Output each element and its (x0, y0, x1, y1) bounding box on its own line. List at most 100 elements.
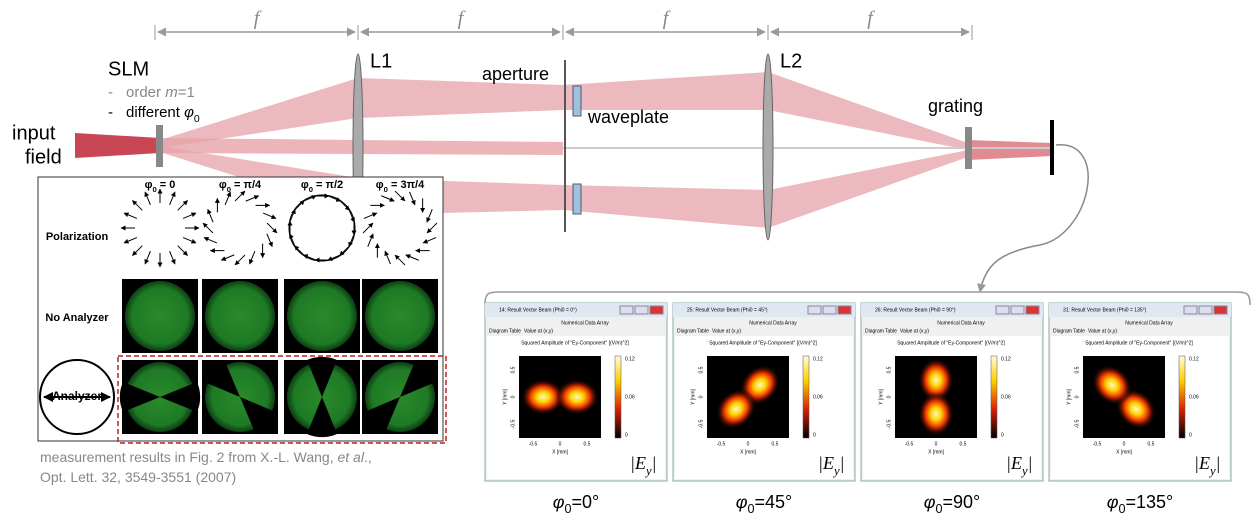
label: φ0 = 0 (145, 179, 176, 194)
polarization-arrow (362, 222, 374, 234)
label: 0.5 (510, 366, 516, 373)
polarization-arrow (303, 195, 317, 202)
label: 0.06 (1189, 394, 1199, 400)
beam-image (365, 281, 435, 351)
label: -0.5 (717, 441, 726, 447)
window-button[interactable] (837, 305, 852, 315)
label: Opt. Lett. 32, 3549-3551 (2007) (40, 469, 236, 485)
tab[interactable]: Diagram (677, 328, 696, 334)
polarization-arrow (384, 250, 391, 265)
text-part: φ (301, 179, 309, 191)
text-part: ., (364, 449, 372, 465)
label: X [mm] (1116, 449, 1132, 455)
lobe (1091, 364, 1133, 406)
analyzer-dark (119, 382, 201, 412)
label: X [mm] (928, 449, 944, 455)
tab[interactable]: Value at (x,y) (1088, 328, 1117, 334)
label: L1 (370, 50, 392, 72)
label: 0.5 (1148, 441, 1155, 447)
polarization-arrow (203, 236, 218, 244)
text-part: measurement results in Fig. 2 from X.-L.… (40, 449, 337, 465)
window-button[interactable] (1213, 305, 1228, 315)
polarization-arrow (422, 237, 437, 244)
text-part: =0° (572, 492, 600, 512)
polarization-arrow (182, 212, 197, 219)
window-button[interactable] (1198, 305, 1213, 315)
lobes (1091, 364, 1157, 430)
polarization-arrow (177, 200, 188, 211)
label: 0 (1123, 441, 1126, 447)
window-button[interactable] (1025, 305, 1040, 315)
tab[interactable]: Table (1073, 328, 1085, 334)
text-part: 0 (565, 502, 572, 516)
label: -0.5 (529, 441, 538, 447)
tab[interactable]: Value at (x,y) (712, 328, 741, 334)
text-part: φ (924, 492, 936, 512)
label: 0.5 (1074, 366, 1080, 373)
label: 0.06 (625, 394, 635, 400)
label: -0.5 (886, 419, 892, 428)
polarization-arrow (327, 195, 342, 202)
label: -0.5 (905, 441, 914, 447)
tab[interactable]: Diagram (489, 328, 508, 334)
dark-lobe (203, 360, 277, 434)
window-button[interactable] (822, 305, 837, 315)
label: - (108, 104, 113, 121)
text-part: 0 (384, 185, 388, 194)
window-button[interactable] (1010, 305, 1025, 315)
text-part: =90° (943, 492, 981, 512)
polarization-arrow (394, 254, 406, 266)
tab[interactable]: Table (885, 328, 897, 334)
window-button[interactable] (807, 305, 822, 315)
polarization-arrow (234, 254, 246, 266)
label: Squared Amplitude of "Ey-Component" [(V/… (521, 340, 629, 346)
polarization-arrow (381, 195, 395, 202)
label: order m=1 (126, 84, 195, 101)
text-part: 0 (194, 113, 200, 125)
window-button[interactable] (634, 305, 649, 315)
text-part: | (1028, 453, 1033, 473)
analyzer-dark (307, 356, 337, 438)
polarization-arrow (234, 190, 246, 202)
label: 0 (1001, 432, 1004, 438)
window-button[interactable] (1183, 305, 1198, 315)
window-title: 31: Result Vector Beam (Phi0 = 135°) (1063, 307, 1147, 313)
polarization-arrow (262, 212, 277, 220)
tab[interactable]: Value at (x,y) (900, 328, 929, 334)
text-part: 0 (748, 502, 755, 516)
label: Y [mm] (1066, 389, 1072, 405)
lobe (918, 358, 954, 402)
polarization-arrow (405, 254, 419, 261)
label: -0.5 (1074, 419, 1080, 428)
polarization-arrow (294, 200, 305, 211)
colorbar (1178, 355, 1186, 439)
tab[interactable]: Diagram (1053, 328, 1072, 334)
text-part: |E (630, 453, 646, 473)
label: Numerical Data Array (749, 320, 797, 326)
field-symbol: |Ey| (1006, 453, 1033, 478)
text-part: y (832, 464, 840, 478)
window-button[interactable] (619, 305, 634, 315)
window-button[interactable] (649, 305, 664, 315)
tab[interactable]: Diagram (865, 328, 884, 334)
label: 0.12 (1189, 356, 1199, 362)
window-button[interactable] (995, 305, 1010, 315)
text-part: = π/4 (231, 179, 262, 191)
analyzer-dark (203, 360, 277, 434)
tab[interactable]: Table (697, 328, 709, 334)
polarization-arrow (367, 233, 374, 247)
window-title: 26: Result Vector Beam (Phi0 = 90°) (875, 307, 956, 313)
text-part: 0 (309, 185, 313, 194)
tab[interactable]: Value at (x,y) (524, 328, 553, 334)
beam-image (205, 281, 275, 351)
colorbar (990, 355, 998, 439)
tab[interactable]: Table (509, 328, 521, 334)
text-part: order (126, 84, 165, 101)
label: - (108, 84, 113, 101)
label: X [mm] (552, 449, 568, 455)
label: SLM (108, 58, 149, 80)
polarization-arrow (426, 209, 433, 223)
beam-image (287, 362, 357, 432)
